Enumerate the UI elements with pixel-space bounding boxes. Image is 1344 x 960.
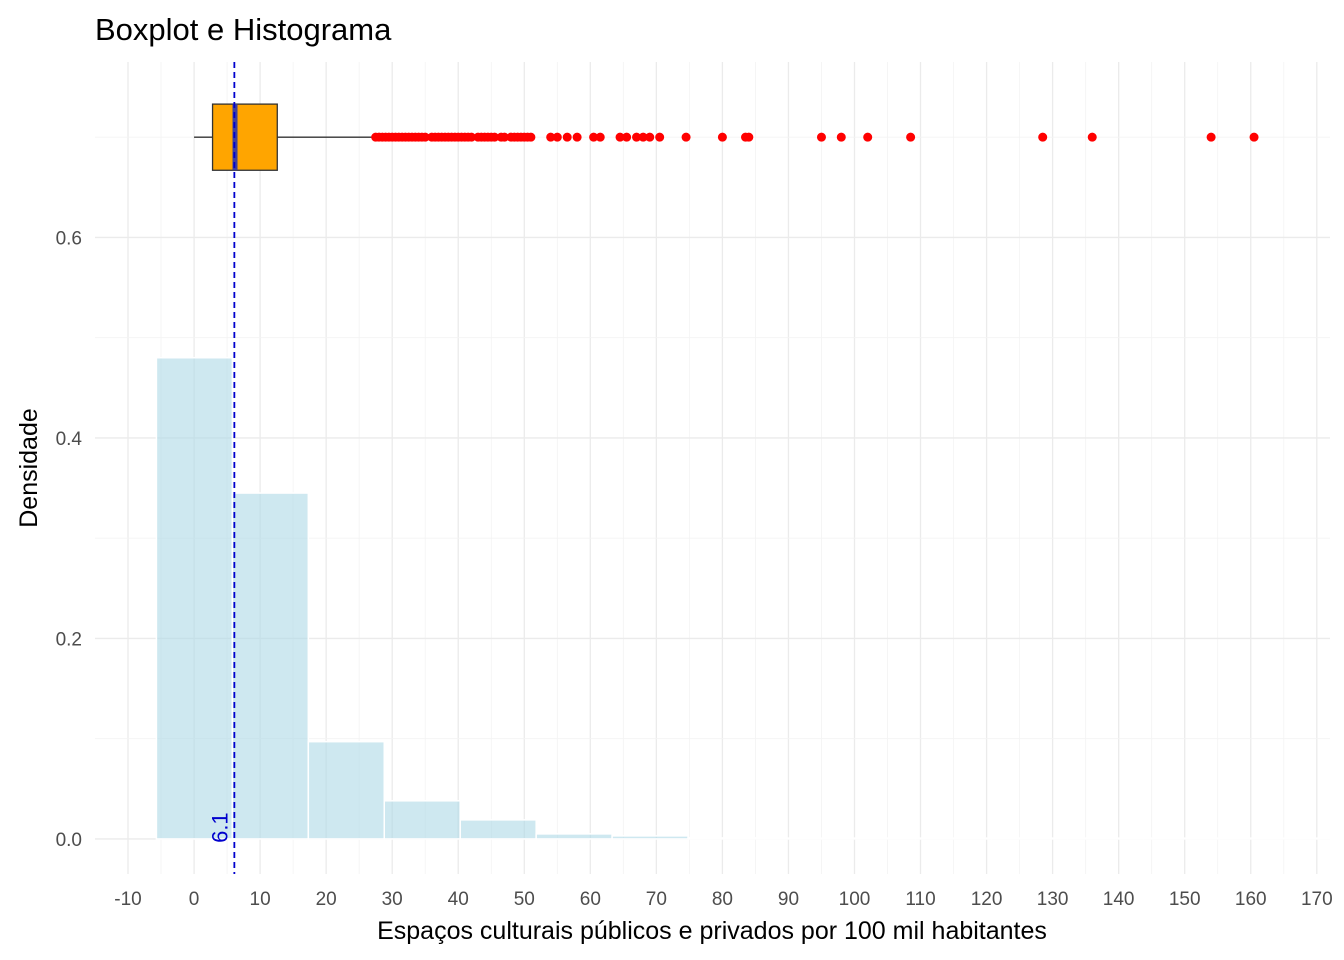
histogram-bar	[688, 838, 764, 839]
outlier-point	[682, 133, 691, 142]
histogram-bar	[232, 493, 308, 839]
outlier-point	[906, 133, 915, 142]
x-tick-label: 170	[1301, 889, 1333, 910]
x-tick-label: 80	[712, 889, 733, 910]
x-tick-label: 90	[778, 889, 799, 910]
outlier-point	[1088, 133, 1097, 142]
x-tick-label: 160	[1235, 889, 1267, 910]
x-tick-label: -10	[114, 889, 141, 910]
y-tick-label: 0.2	[56, 629, 82, 650]
x-tick-label: 50	[514, 889, 535, 910]
outlier-point	[655, 133, 664, 142]
x-tick-label: 0	[189, 889, 200, 910]
x-tick-label: 110	[905, 889, 935, 910]
outlier-point	[645, 133, 654, 142]
histogram-bar	[1144, 838, 1220, 839]
outlier-point	[1250, 133, 1259, 142]
histogram-bar	[536, 834, 612, 839]
x-tick-label: 70	[646, 889, 667, 910]
histogram-bar	[384, 801, 460, 839]
histogram-bar	[612, 836, 688, 839]
histogram-bar	[1296, 838, 1344, 839]
x-tick-label: 150	[1169, 889, 1201, 910]
y-tick-label: 0.4	[56, 429, 83, 450]
x-tick-label: 100	[839, 889, 871, 910]
x-axis-title: Espaços culturais públicos e privados po…	[377, 917, 1047, 945]
outlier-point	[526, 133, 535, 142]
outlier-point	[622, 133, 631, 142]
histogram-bar	[156, 358, 232, 839]
x-tick-label: 60	[580, 889, 601, 910]
histogram-bar	[840, 838, 916, 839]
interquartile-box	[213, 104, 278, 170]
histogram-bar	[992, 838, 1068, 839]
y-axis-title: Densidade	[15, 408, 43, 528]
x-tick-label: 30	[382, 889, 403, 910]
x-tick-label: 40	[448, 889, 469, 910]
outlier-point	[596, 133, 605, 142]
histogram-bar	[460, 820, 536, 839]
outlier-point	[1038, 133, 1047, 142]
outlier-point	[553, 133, 562, 142]
histogram-bar	[1220, 838, 1296, 839]
histogram-bar	[1068, 838, 1144, 839]
x-tick-label: 140	[1103, 889, 1135, 910]
histogram-bar	[916, 838, 992, 839]
outlier-point	[817, 133, 826, 142]
boxplot	[194, 104, 374, 170]
x-tick-label: 10	[250, 889, 271, 910]
outlier-point	[837, 133, 846, 142]
outlier-point	[863, 133, 872, 142]
x-tick-label: 20	[316, 889, 337, 910]
outlier-point	[744, 133, 753, 142]
outlier-point	[718, 133, 727, 142]
median-value-label: 6.1	[207, 812, 232, 843]
chart-title: Boxplot e Histograma	[95, 12, 392, 47]
outlier-point	[563, 133, 572, 142]
x-tick-label: 120	[971, 889, 1003, 910]
histogram-bar	[308, 742, 384, 839]
y-tick-label: 0.0	[56, 830, 82, 851]
y-tick-label: 0.6	[56, 228, 82, 249]
outlier-point	[1207, 133, 1216, 142]
histogram-bars	[156, 358, 1344, 839]
histogram-bar	[764, 838, 840, 839]
outlier-point	[573, 133, 582, 142]
x-tick-label: 130	[1037, 889, 1069, 910]
